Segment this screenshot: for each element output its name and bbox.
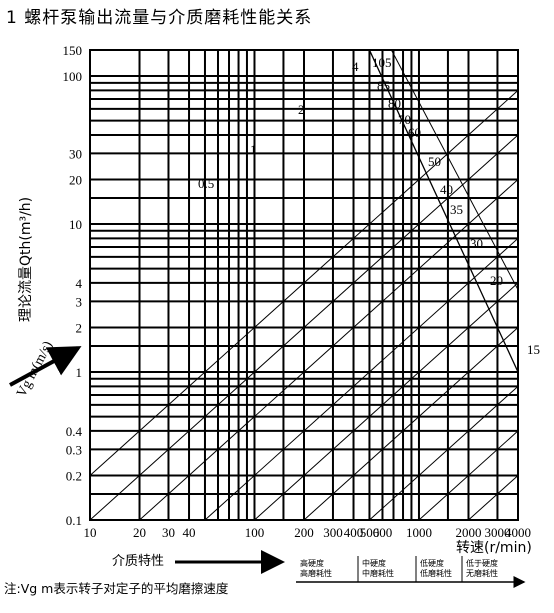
medium-label: 介质特性 — [112, 554, 164, 569]
boundary-label: 20 — [490, 273, 503, 288]
x-tick-label: 600 — [373, 525, 393, 540]
boundary-label: 105 — [372, 55, 392, 70]
y-tick-label: 10 — [69, 217, 82, 232]
x-axis-label: 转速(r/min) — [456, 540, 532, 556]
y-tick-label: 0.4 — [66, 424, 83, 439]
boundary-label: 50 — [428, 154, 441, 169]
x-tick-label: 1000 — [406, 525, 432, 540]
horizontal-gridlines — [90, 75, 518, 495]
boundary-label: 80 — [388, 96, 401, 111]
y-axis-label: 理论流量Qth(m³/h) — [18, 197, 34, 322]
y-tick-label: 100 — [63, 69, 83, 84]
x-tick-label: 30 — [162, 525, 175, 540]
y-tick-label: 0.1 — [66, 513, 82, 528]
speed-diagonal — [204, 238, 519, 521]
x-tick-label: 20 — [133, 525, 146, 540]
x-tick-label: 40 — [183, 525, 196, 540]
x-tick-label: 2000 — [455, 525, 481, 540]
x-tick-label: 10 — [84, 525, 97, 540]
speed-diagonal — [254, 282, 519, 521]
boundary-label: 35 — [450, 202, 463, 217]
vertical-gridlines — [138, 50, 499, 520]
y-tick-label: 30 — [69, 146, 82, 161]
page-title: 1 螺杆泵输出流量与介质磨耗性能关系 — [6, 8, 313, 28]
curve-label: 1 — [250, 142, 257, 157]
y-tick-label: 4 — [76, 276, 83, 291]
medium-category-label: 中硬度 — [362, 558, 386, 568]
medium-category-label: 低磨耗性 — [420, 568, 452, 578]
y-tick-label: 3 — [76, 294, 83, 309]
boundary-label: 30 — [470, 236, 483, 251]
y-tick-labels: 0.1 0.2 0.3 0.4 1 2 3 4 10 20 30 100 150 — [63, 43, 83, 528]
boundary-label: 15 — [527, 342, 540, 357]
medium-category-label: 中磨耗性 — [362, 568, 394, 578]
x-tick-label: 3000 — [484, 525, 510, 540]
medium-category-label: 高硬度 — [300, 558, 324, 568]
speed-diagonal — [369, 385, 519, 521]
medium-category-label: 低硬度 — [420, 558, 444, 568]
curve-label: 2 — [298, 102, 305, 117]
y-tick-label: 0.2 — [66, 468, 82, 483]
y-tick-label: 150 — [63, 43, 83, 58]
velocity-boundary-line — [368, 49, 519, 373]
velocity-boundary-line-outer — [390, 49, 519, 290]
x-tick-label: 300 — [323, 525, 343, 540]
y-tick-label: 2 — [76, 320, 83, 335]
medium-category-label: 低于硬度 — [466, 558, 498, 568]
curve-label: 0.5 — [198, 176, 214, 191]
curve-labels: 0.5 1 2 4 — [198, 59, 359, 191]
speed-diagonal — [468, 475, 519, 521]
x-tick-label: 200 — [294, 525, 314, 540]
boundary-label: 40 — [440, 182, 453, 197]
medium-category-label: 无磨耗性 — [466, 568, 498, 578]
medium-category-label: 高磨耗性 — [300, 568, 332, 578]
x-tick-label: 100 — [245, 525, 265, 540]
y-tick-label: 20 — [69, 172, 82, 187]
speed-flow-diagonals — [89, 49, 519, 521]
curve-label: 4 — [352, 59, 359, 74]
y-tick-label: 1 — [76, 365, 83, 380]
x-tick-label: 4000 — [505, 525, 531, 540]
speed-diagonal — [303, 327, 519, 521]
boundary-label: 85 — [377, 78, 390, 93]
velocity-arrow — [9, 346, 82, 387]
boundary-label: 70 — [398, 112, 411, 127]
x-tick-label: 400 — [344, 525, 364, 540]
x-tick-label: 500 — [360, 525, 380, 540]
boundary-label: 60 — [408, 125, 421, 140]
speed-diagonal — [89, 134, 519, 521]
speed-diagonal — [418, 430, 519, 521]
y-tick-label: 0.3 — [66, 442, 82, 457]
footnote: 注:Vg m表示转子对定子的平均磨擦速度 — [4, 581, 229, 596]
